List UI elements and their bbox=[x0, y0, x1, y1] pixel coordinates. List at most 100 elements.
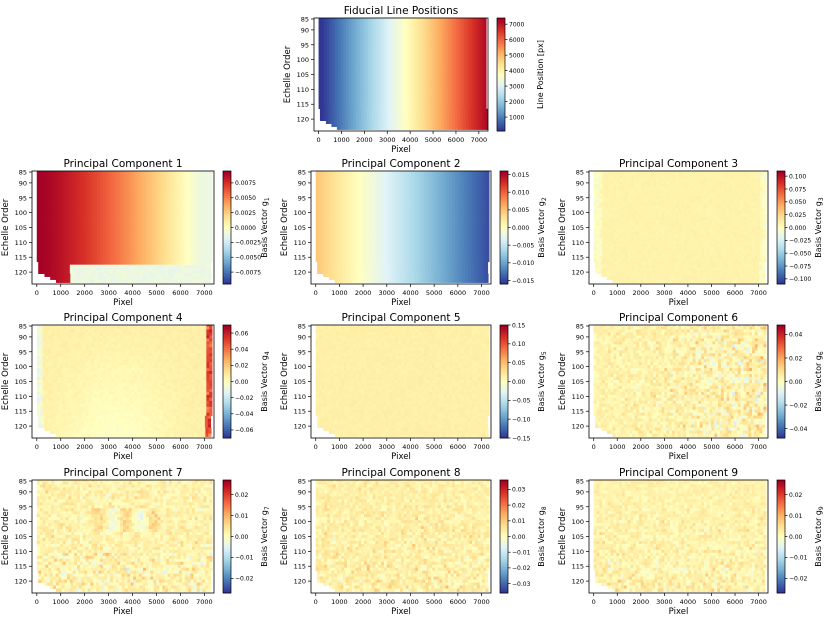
x-tick-label-fiducial: 0 bbox=[317, 136, 321, 144]
colorbar-tick-label-pc3: −0.100 bbox=[789, 276, 811, 283]
colorbar-tick-label-pc1: −0.0025 bbox=[235, 240, 261, 247]
y-tick-label-pc4: 105 bbox=[15, 378, 27, 386]
colorbar-pc2: −0.015 −0.010 −0.005 0.000 0.005 0.010 0.015 Ba… bbox=[499, 170, 548, 285]
chart-title-pc1: Principal Component 1 bbox=[63, 158, 182, 170]
y-tick-label-pc7: 100 bbox=[15, 518, 27, 526]
y-axis-label-pc4: Echelle Order bbox=[1, 352, 11, 410]
y-axis-label-pc3: Echelle Order bbox=[558, 198, 568, 256]
x-tick-label-pc8: 5000 bbox=[426, 598, 443, 606]
x-tick-label-pc3: 0 bbox=[592, 289, 596, 297]
colorbar-tick-label-fiducial: 7000 bbox=[509, 21, 524, 28]
x-tick-label-fiducial: 2000 bbox=[356, 136, 373, 144]
y-tick-label-pc9: 110 bbox=[572, 548, 584, 556]
colorbar-tick-label-pc1: −0.0050 bbox=[235, 255, 261, 262]
chart-title-pc5: Principal Component 5 bbox=[341, 312, 460, 324]
y-tick-label-pc1: 120 bbox=[15, 269, 27, 277]
y-tick-label-pc9: 90 bbox=[576, 488, 584, 496]
heatmap-pc6 bbox=[593, 325, 767, 437]
y-tick-label-pc4: 100 bbox=[15, 363, 27, 371]
colorbar-tick-label-pc5: 0.15 bbox=[512, 322, 526, 329]
y-tick-label-pc6: 85 bbox=[576, 323, 584, 331]
y-tick-label-pc5: 105 bbox=[294, 378, 306, 386]
colorbar-tick-label-fiducial: 4000 bbox=[509, 68, 524, 75]
colorbar-tick-label-pc1: 0.0025 bbox=[235, 210, 256, 217]
x-tick-label-pc4: 5000 bbox=[148, 443, 165, 451]
y-tick-label-pc4: 115 bbox=[15, 408, 27, 416]
x-tick-label-pc3: 6000 bbox=[727, 289, 744, 297]
x-axis-label-pc5: Pixel bbox=[391, 452, 411, 462]
x-tick-label-pc1: 1000 bbox=[52, 289, 69, 297]
colorbar-tick-label-pc7: 0.02 bbox=[235, 492, 249, 499]
x-tick-label-pc1: 6000 bbox=[172, 289, 189, 297]
y-tick-label-pc2: 95 bbox=[298, 194, 306, 202]
x-tick-label-fiducial: 3000 bbox=[379, 136, 396, 144]
x-axis-label-pc9: Pixel bbox=[669, 607, 689, 617]
colorbar-tick-label-pc9: 0.00 bbox=[789, 534, 803, 541]
x-tick-label-pc5: 5000 bbox=[426, 443, 443, 451]
y-tick-label-pc1: 105 bbox=[15, 224, 27, 232]
x-axis-label-pc3: Pixel bbox=[669, 298, 689, 308]
colorbar-pc5: −0.15 −0.10 −0.05 0.00 0.05 0.10 0.15 Basis Vec… bbox=[499, 322, 548, 442]
y-tick-label-pc6: 105 bbox=[572, 378, 584, 386]
panel-pc8: Principal Component 8 0 1000 2000 3000 4000 50… bbox=[280, 467, 548, 617]
y-tick-label-pc5: 85 bbox=[298, 323, 306, 331]
colorbar-label-pc9: Basis Vector g9 bbox=[814, 506, 825, 567]
colorbar-label-pc3: Basis Vector g3 bbox=[814, 197, 825, 258]
x-tick-label-pc7: 2000 bbox=[76, 598, 93, 606]
heatmap-pc8 bbox=[315, 480, 490, 592]
heatmap-pc2 bbox=[315, 171, 490, 283]
heatmap-pc1 bbox=[36, 171, 213, 283]
y-tick-label-pc7: 105 bbox=[15, 533, 27, 541]
y-tick-label-pc6: 120 bbox=[572, 423, 584, 431]
x-axis-label-fiducial: Pixel bbox=[391, 145, 411, 155]
chart-title-pc3: Principal Component 3 bbox=[619, 158, 738, 170]
x-tick-label-pc8: 2000 bbox=[355, 598, 372, 606]
x-tick-label-pc4: 6000 bbox=[172, 443, 189, 451]
y-tick-label-pc2: 100 bbox=[294, 209, 306, 217]
x-tick-label-pc7: 7000 bbox=[196, 598, 213, 606]
colorbar-tick-label-pc2: −0.010 bbox=[512, 260, 534, 267]
x-tick-label-pc3: 7000 bbox=[750, 289, 767, 297]
chart-title-pc8: Principal Component 8 bbox=[341, 467, 460, 479]
x-tick-label-pc8: 1000 bbox=[331, 598, 348, 606]
x-tick-label-pc4: 1000 bbox=[52, 443, 69, 451]
colorbar-tick-label-pc8: 0.00 bbox=[512, 534, 526, 541]
y-tick-label-pc4: 120 bbox=[15, 423, 27, 431]
y-tick-label-pc1: 90 bbox=[19, 179, 27, 187]
colorbar-tick-label-pc8: −0.03 bbox=[512, 581, 531, 588]
x-tick-label-pc1: 2000 bbox=[76, 289, 93, 297]
x-tick-label-pc1: 0 bbox=[35, 289, 39, 297]
x-tick-label-pc6: 6000 bbox=[727, 443, 744, 451]
panel-pc1: Principal Component 1 0 1000 2000 3000 4000 50… bbox=[1, 158, 271, 308]
y-tick-label-pc9: 105 bbox=[572, 533, 584, 541]
x-tick-label-pc7: 4000 bbox=[124, 598, 141, 606]
y-tick-label-pc8: 115 bbox=[294, 563, 306, 571]
colorbar-tick-label-pc2: −0.005 bbox=[512, 242, 534, 249]
heatmap-pc4 bbox=[36, 325, 213, 437]
x-tick-label-pc3: 5000 bbox=[703, 289, 720, 297]
x-tick-label-pc2: 5000 bbox=[426, 289, 443, 297]
x-tick-label-pc1: 4000 bbox=[124, 289, 141, 297]
colorbar-tick-label-pc1: 0.0000 bbox=[235, 225, 256, 232]
y-tick-label-pc5: 100 bbox=[294, 363, 306, 371]
colorbar-label-pc8: Basis Vector g8 bbox=[537, 506, 548, 567]
x-tick-label-pc4: 2000 bbox=[76, 443, 93, 451]
y-tick-label-pc4: 85 bbox=[19, 323, 27, 331]
y-tick-label-pc5: 120 bbox=[294, 423, 306, 431]
colorbar-tick-label-fiducial: 3000 bbox=[509, 83, 524, 90]
y-tick-label-pc9: 100 bbox=[572, 518, 584, 526]
y-tick-label-pc3: 115 bbox=[572, 254, 584, 262]
x-tick-label-pc6: 7000 bbox=[750, 443, 767, 451]
panel-pc3: Principal Component 3 0 1000 2000 3000 4000 50… bbox=[558, 158, 825, 308]
x-tick-label-pc8: 7000 bbox=[473, 598, 490, 606]
y-tick-label-pc2: 90 bbox=[298, 179, 306, 187]
x-tick-label-pc9: 7000 bbox=[750, 598, 767, 606]
x-tick-label-pc7: 5000 bbox=[148, 598, 165, 606]
y-tick-label-fiducial: 100 bbox=[297, 56, 309, 64]
heatmap-pc9 bbox=[593, 480, 767, 592]
x-tick-label-pc4: 7000 bbox=[196, 443, 213, 451]
y-tick-label-pc7: 85 bbox=[19, 478, 27, 486]
heatmap-fiducial bbox=[318, 18, 488, 130]
x-tick-label-pc2: 2000 bbox=[355, 289, 372, 297]
y-tick-label-pc4: 110 bbox=[15, 393, 27, 401]
